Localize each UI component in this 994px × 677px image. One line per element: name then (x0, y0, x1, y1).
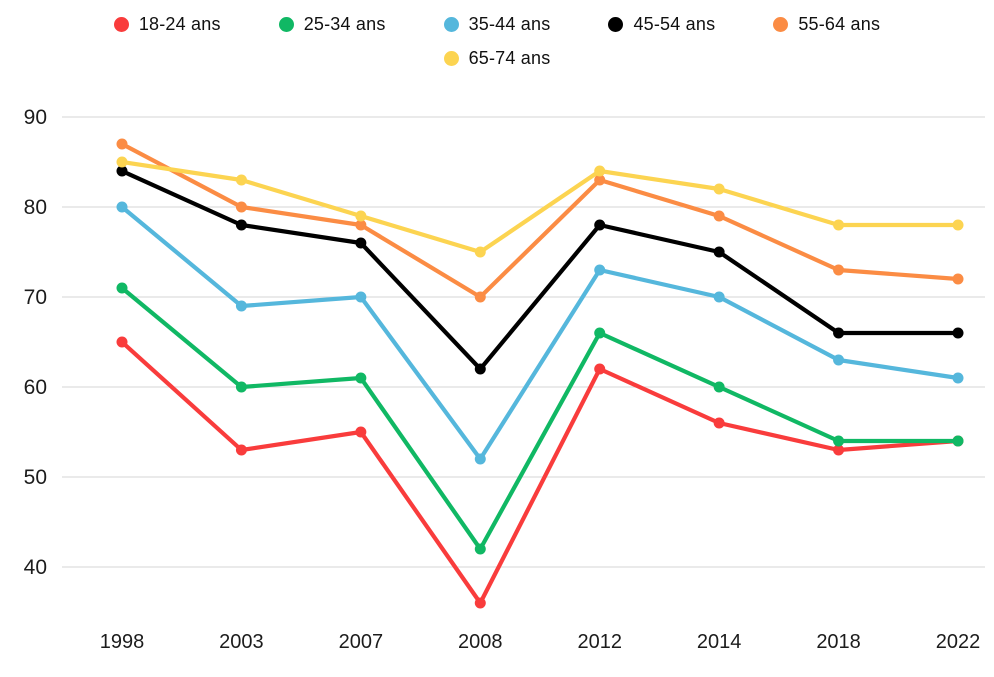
legend-item[interactable]: 35-44 ans (443, 14, 551, 35)
series-line (119, 285, 961, 552)
data-point (833, 264, 845, 276)
series-line (119, 159, 961, 255)
legend-color-dot-icon (773, 17, 789, 32)
data-point (594, 174, 606, 186)
data-point (235, 444, 247, 456)
x-tick-label: 2018 (816, 631, 861, 653)
data-point (952, 219, 964, 231)
legend-color-dot-icon (443, 17, 459, 32)
data-point (713, 291, 725, 303)
data-point (833, 219, 845, 231)
data-point (116, 138, 128, 150)
data-point (235, 300, 247, 312)
legend-item[interactable]: 45-54 ans (608, 14, 715, 35)
data-point (235, 174, 247, 186)
legend-row: 18-24 ans 25-34 ans 35-44 ans 45-54 ans 55-6… (113, 14, 880, 35)
data-point (594, 219, 606, 231)
data-point (355, 426, 367, 438)
data-point (474, 363, 486, 375)
x-tick-label: 1998 (100, 631, 145, 653)
data-point (474, 597, 486, 609)
legend-label: 18-24 ans (138, 14, 221, 34)
data-point (355, 237, 367, 249)
x-tick-label: 2008 (458, 631, 503, 653)
data-point (474, 291, 486, 303)
series-line (119, 339, 961, 606)
data-point (952, 372, 964, 384)
data-point (355, 291, 367, 303)
legend-item[interactable]: 65-74 ans (443, 48, 551, 69)
legend-label: 45-54 ans (633, 14, 716, 34)
chart-legend: 18-24 ans 25-34 ans 35-44 ans 45-54 ans 55-6… (0, 14, 994, 69)
data-point (833, 327, 845, 339)
data-point (594, 165, 606, 177)
data-point (116, 336, 128, 348)
data-point (474, 453, 486, 465)
data-point (713, 183, 725, 195)
legend-item[interactable]: 25-34 ans (278, 14, 386, 35)
x-tick-label: 2003 (219, 631, 264, 653)
legend-label: 35-44 ans (468, 14, 551, 34)
legend-color-dot-icon (278, 17, 294, 32)
data-point (833, 435, 845, 447)
data-point (355, 219, 367, 231)
y-tick-label: 50 (24, 466, 47, 489)
data-point (594, 264, 606, 276)
data-point (355, 210, 367, 222)
legend-color-dot-icon (113, 17, 129, 32)
legend-label: 25-34 ans (303, 14, 386, 34)
data-point (474, 543, 486, 555)
y-tick-label: 90 (24, 106, 47, 129)
x-tick-label: 2014 (697, 631, 742, 653)
data-point (952, 273, 964, 285)
legend-label: 65-74 ans (468, 48, 551, 68)
data-point (235, 219, 247, 231)
legend-label: 55-64 ans (798, 14, 881, 34)
legend-row: 65-74 ans (443, 48, 551, 69)
legend-color-dot-icon (443, 51, 459, 66)
data-point (713, 246, 725, 258)
data-point (833, 444, 845, 456)
x-tick-label: 2022 (936, 631, 981, 653)
y-tick-label: 40 (24, 556, 47, 579)
data-point (713, 210, 725, 222)
y-tick-label: 70 (24, 286, 47, 309)
y-tick-label: 60 (24, 376, 47, 399)
data-point (952, 327, 964, 339)
series-line (119, 204, 961, 462)
data-point (594, 327, 606, 339)
data-point (833, 354, 845, 366)
data-point (355, 372, 367, 384)
data-point (952, 435, 964, 447)
data-point (235, 201, 247, 213)
legend-item[interactable]: 55-64 ans (773, 14, 880, 35)
series-line (119, 141, 961, 300)
series-line (119, 168, 961, 372)
y-tick-label: 80 (24, 196, 47, 219)
x-tick-label: 2012 (577, 631, 622, 653)
data-point (116, 282, 128, 294)
data-point (713, 417, 725, 429)
data-point (116, 201, 128, 213)
legend-color-dot-icon (608, 17, 624, 32)
data-point (474, 246, 486, 258)
legend-item[interactable]: 18-24 ans (113, 14, 221, 35)
data-point (235, 381, 247, 393)
x-tick-label: 2007 (339, 631, 384, 653)
data-point (713, 381, 725, 393)
data-point (116, 156, 128, 168)
data-point (594, 363, 606, 375)
data-point (116, 165, 128, 177)
